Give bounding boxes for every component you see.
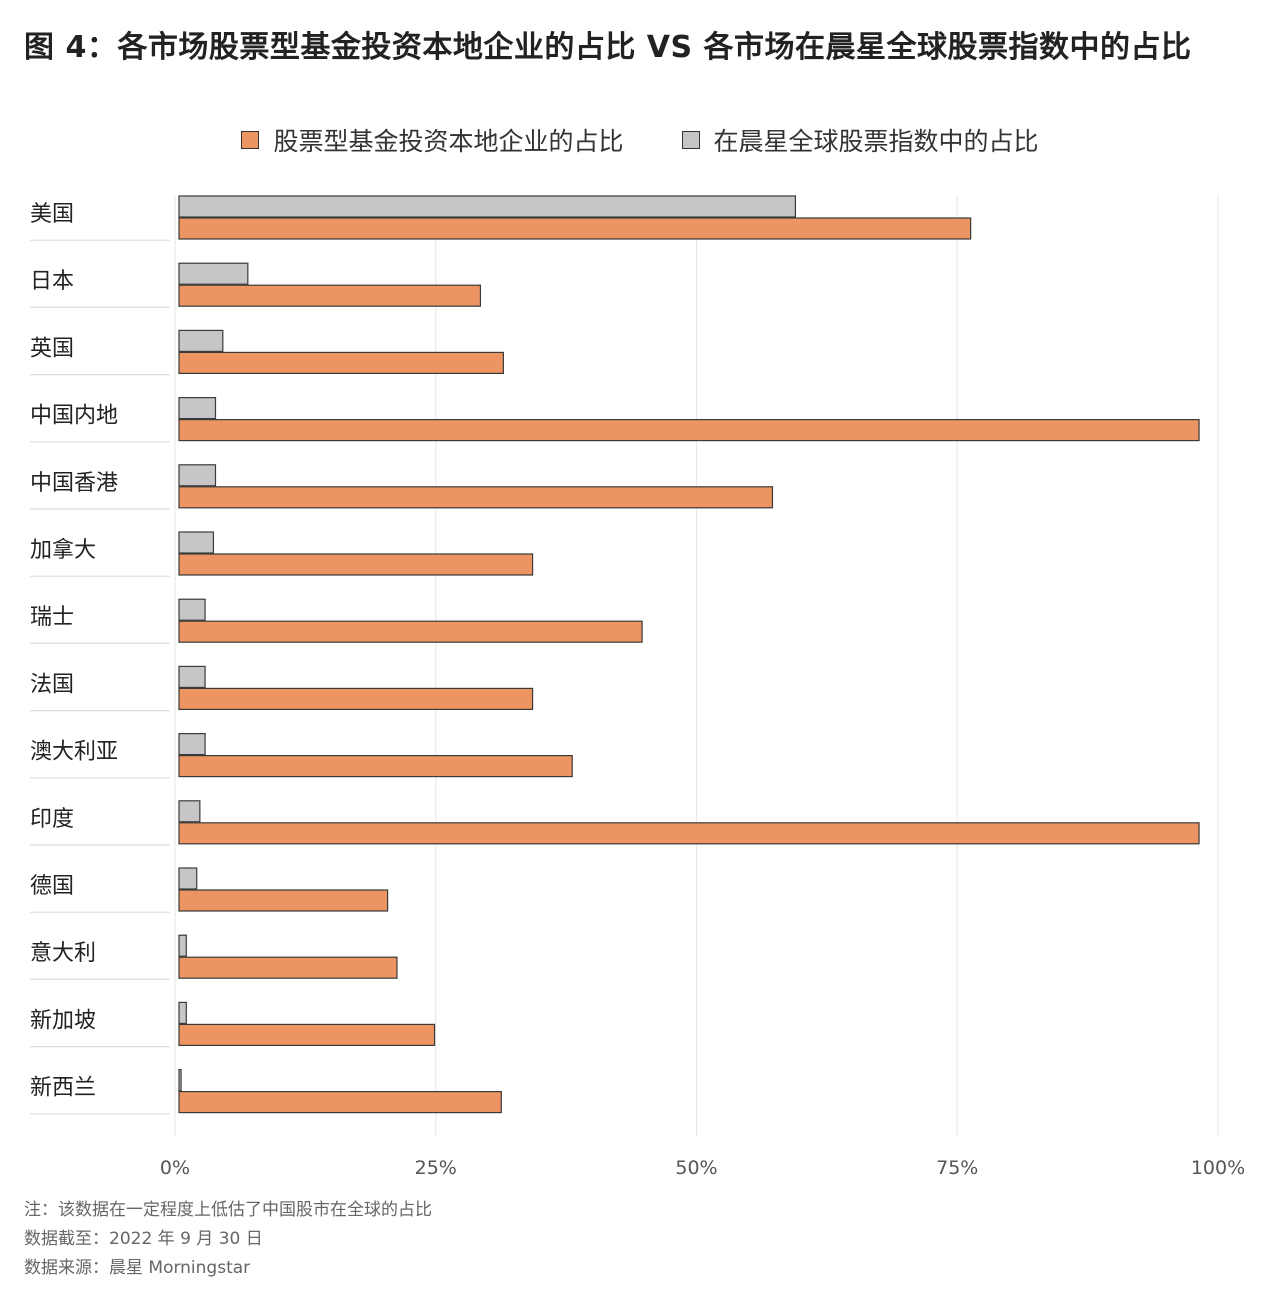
bar-index-share: [178, 531, 215, 554]
category-label: 中国香港: [30, 471, 118, 496]
bar-local-share: [178, 754, 573, 778]
legend-item-local: 股票型基金投资本地企业的占比: [241, 122, 624, 158]
bar-local-share: [178, 620, 643, 643]
bar-index-share: [178, 665, 206, 689]
bar-index-share: [178, 397, 217, 420]
bar-local-share: [178, 217, 972, 240]
bar-index-share: [178, 329, 224, 352]
category-label: 日本: [30, 269, 74, 294]
bar-local-share: [178, 419, 1200, 442]
category-label: 新加坡: [30, 1008, 96, 1033]
category-label: 澳大利亚: [30, 740, 118, 765]
x-tick-label: 25%: [415, 1157, 457, 1179]
bar-index-share: [178, 195, 797, 218]
bar-index-share: [178, 1001, 187, 1025]
bar-local-share: [178, 687, 534, 711]
note-line: 注：该数据在一定程度上低估了中国股市在全球的占比: [24, 1200, 432, 1220]
x-tick-label: 75%: [936, 1157, 978, 1179]
category-label: 印度: [30, 807, 74, 832]
bar-index-share: [178, 464, 217, 487]
category-label: 英国: [30, 336, 74, 361]
category-label: 新西兰: [30, 1076, 96, 1101]
bar-local-share: [178, 1023, 436, 1047]
bar-local-share: [178, 351, 504, 374]
category-label: 加拿大: [30, 537, 96, 563]
bar-local-share: [178, 553, 534, 576]
legend-swatch-index: [681, 131, 700, 149]
bar-index-share: [178, 262, 249, 285]
category-label: 中国内地: [30, 404, 118, 429]
bar-local-share: [178, 956, 398, 979]
bar-local-share: [178, 1090, 502, 1114]
source-line: 数据来源：晨星 Morningstar: [24, 1258, 251, 1278]
bar-index-share: [178, 867, 198, 890]
bar-chart: 0% 25% 50% 75% 100% 美国日本英国中国内地中国香港加拿大瑞士法国澳大利亚…: [30, 195, 1245, 1179]
legend-label-index: 在晨星全球股票指数中的占比: [713, 127, 1039, 156]
bar-index-share: [178, 934, 187, 957]
category-label: 法国: [30, 672, 74, 697]
chart-title: 图 4：各市场股票型基金投资本地企业的占比 VS 各市场在晨星全球股票指数中的占…: [24, 30, 1192, 65]
bar-index-share: [178, 1068, 182, 1092]
bar-local-share: [178, 486, 774, 509]
legend-label-local: 股票型基金投资本地企业的占比: [273, 127, 624, 156]
category-label: 意大利: [30, 941, 96, 966]
notes: 注：该数据在一定程度上低估了中国股市在全球的占比 数据截至：2022 年 9 月…: [24, 1196, 432, 1283]
data-date-line: 数据截至：2022 年 9 月 30 日: [24, 1229, 263, 1249]
bar-index-share: [178, 732, 206, 756]
legend: 股票型基金投资本地企业的占比 在晨星全球股票指数中的占比: [0, 122, 1280, 158]
category-label: 美国: [30, 202, 74, 227]
bar-index-share: [178, 598, 206, 621]
bar-index-share: [178, 800, 201, 823]
bar-local-share: [178, 822, 1200, 845]
x-tick-label: 100%: [1191, 1157, 1245, 1179]
x-tick-label: 50%: [675, 1157, 717, 1179]
bar-local-share: [178, 889, 389, 912]
category-label: 德国: [30, 874, 74, 899]
legend-item-index: 在晨星全球股票指数中的占比: [681, 122, 1039, 158]
bar-local-share: [178, 284, 482, 307]
x-tick-label: 0%: [160, 1157, 190, 1179]
legend-swatch-local: [241, 131, 260, 149]
category-label: 瑞士: [30, 605, 74, 630]
